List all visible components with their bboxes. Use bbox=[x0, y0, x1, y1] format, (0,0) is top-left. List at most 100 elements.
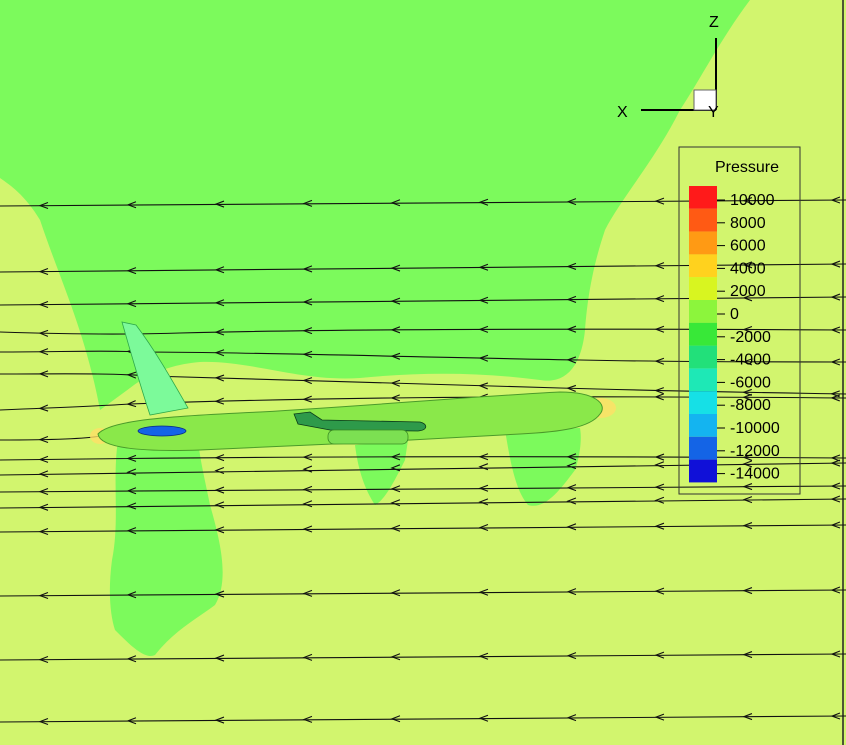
streamline-arrow bbox=[214, 349, 225, 357]
streamline bbox=[0, 653, 846, 661]
legend-label: -4000 bbox=[730, 352, 771, 369]
streamline-arrow bbox=[830, 482, 841, 490]
streamline-arrow bbox=[478, 714, 489, 722]
streamline-arrow bbox=[478, 498, 489, 506]
legend-frame bbox=[678, 146, 801, 495]
streamline-arrow bbox=[742, 294, 753, 302]
streamline-arrow bbox=[390, 264, 401, 272]
legend-swatch bbox=[689, 254, 717, 278]
streamline-arrow bbox=[566, 497, 577, 505]
streamline-arrow bbox=[566, 652, 577, 660]
streamline-arrow bbox=[478, 325, 489, 333]
streamline-arrow bbox=[478, 652, 489, 660]
streamline-arrow bbox=[566, 588, 577, 596]
streamline-arrow bbox=[302, 500, 313, 508]
streamline-arrow bbox=[38, 404, 49, 412]
streamline-arrow bbox=[390, 199, 401, 207]
streamline-arrow bbox=[390, 715, 401, 723]
streamline-arrow bbox=[390, 464, 401, 472]
streamline-arrow bbox=[566, 462, 577, 470]
streamline bbox=[0, 715, 846, 723]
streamline-arrow bbox=[214, 454, 225, 462]
legend-swatch bbox=[689, 368, 717, 392]
streamline-arrow bbox=[742, 261, 753, 269]
streamline-arrow bbox=[654, 387, 664, 395]
streamline-arrow bbox=[302, 377, 313, 385]
legend-label: -2000 bbox=[730, 329, 771, 346]
pressure-legend: Pressure 10000 8000 6000 4000 2000 0 -2000 -400… bbox=[678, 146, 801, 495]
legend-swatches: 10000 8000 6000 4000 2000 0 -2000 -4000 -6000 -80… bbox=[689, 186, 780, 483]
streamline-arrow bbox=[38, 370, 49, 378]
streamline-arrow bbox=[742, 522, 753, 530]
streamline-arrow bbox=[742, 496, 753, 504]
streamline-arrow bbox=[654, 295, 665, 303]
y-axis-marker bbox=[693, 89, 717, 111]
streamline-arrow bbox=[566, 356, 577, 364]
streamline-arrow bbox=[742, 326, 753, 334]
streamline-arrow bbox=[830, 196, 841, 204]
legend-label: 4000 bbox=[730, 260, 766, 277]
streamline-arrow bbox=[742, 393, 752, 401]
streamline-arrow bbox=[654, 453, 665, 461]
streamline-arrow bbox=[126, 300, 137, 308]
streamline-arrow bbox=[126, 591, 137, 599]
streamline-arrow bbox=[302, 350, 313, 358]
streamline-arrow bbox=[126, 371, 137, 379]
y-axis-label: Y bbox=[708, 104, 719, 121]
legend-swatch bbox=[689, 459, 717, 483]
streamline-arrow bbox=[126, 717, 137, 725]
streamline-arrow bbox=[214, 397, 225, 405]
legend-label: 10000 bbox=[730, 192, 775, 209]
axis-triad: Z X Y bbox=[617, 14, 719, 121]
streamline-arrow bbox=[566, 295, 577, 303]
streamline-arrow bbox=[302, 395, 313, 403]
streamline-arrow bbox=[126, 454, 137, 462]
streamline-arrow bbox=[38, 528, 49, 536]
streamline-arrow bbox=[38, 656, 49, 664]
legend-label: 0 bbox=[730, 306, 739, 323]
streamline-arrow bbox=[830, 495, 841, 503]
streamline-arrow bbox=[478, 463, 489, 471]
streamline-arrow bbox=[302, 298, 313, 306]
legend-swatch bbox=[689, 391, 717, 414]
streamline-arrow bbox=[478, 588, 489, 596]
streamline-arrow bbox=[654, 483, 665, 491]
horizontal-stabilizer bbox=[137, 425, 187, 437]
streamline-arrow bbox=[566, 523, 577, 531]
streamline-arrow bbox=[302, 589, 313, 597]
streamline-arrow bbox=[654, 522, 665, 530]
streamline-arrow bbox=[126, 527, 137, 535]
streamline-arrow bbox=[390, 524, 401, 532]
streamline-arrow bbox=[126, 487, 137, 495]
streamline-arrow bbox=[742, 651, 753, 659]
legend-swatch bbox=[689, 300, 717, 323]
streamline-arrow bbox=[390, 297, 401, 305]
streamline-arrow bbox=[566, 484, 577, 492]
streamline bbox=[0, 456, 846, 461]
streamline-arrow bbox=[214, 374, 225, 382]
streamline-arrow bbox=[214, 299, 225, 307]
streamline bbox=[0, 524, 846, 533]
streamline-arrow bbox=[214, 526, 225, 534]
streamline-arrow bbox=[390, 589, 401, 597]
streamline-arrow bbox=[38, 348, 49, 356]
streamline-arrow bbox=[742, 483, 753, 491]
streamline-arrow bbox=[654, 651, 665, 659]
streamline-arrow bbox=[390, 326, 401, 334]
streamline-arrow bbox=[566, 262, 577, 270]
streamline-arrow bbox=[830, 650, 841, 658]
streamline-arrow bbox=[478, 354, 489, 362]
streamline-arrow bbox=[214, 200, 225, 208]
streamline-arrow bbox=[830, 326, 841, 334]
streamline-arrow bbox=[830, 712, 841, 720]
streamline-arrow bbox=[38, 592, 49, 600]
streamline-arrow bbox=[566, 384, 577, 392]
streamline-arrow bbox=[654, 325, 665, 333]
legend-label: -14000 bbox=[730, 466, 780, 483]
legend-label: -10000 bbox=[730, 420, 780, 437]
streamline-arrow bbox=[654, 461, 665, 469]
streamline-arrow bbox=[126, 201, 137, 209]
legend-label: 6000 bbox=[730, 238, 766, 255]
streamline-arrow bbox=[214, 716, 225, 724]
